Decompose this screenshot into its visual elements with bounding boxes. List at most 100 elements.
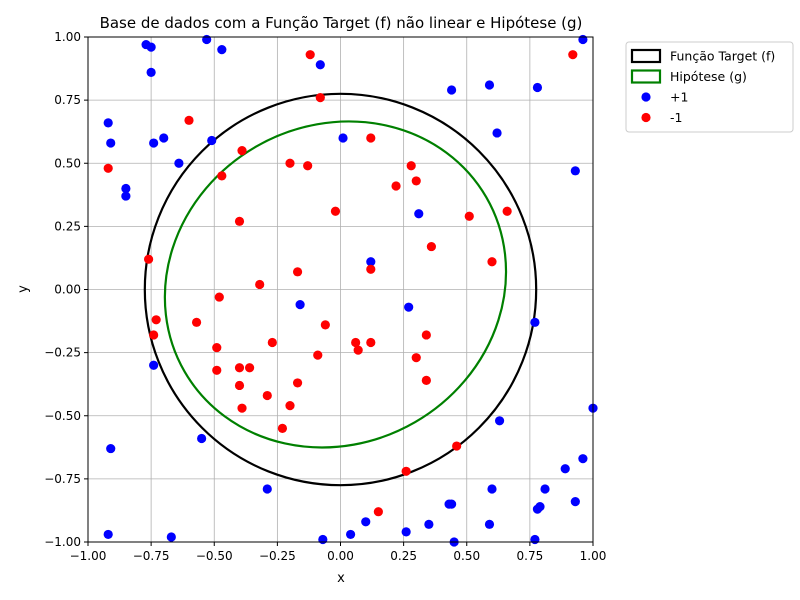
point-negative (191, 317, 202, 327)
x-tick-label: 0.25 (390, 549, 417, 563)
point-positive (414, 209, 424, 219)
point-negative (373, 507, 383, 517)
x-tick-label: −0.50 (196, 549, 233, 563)
point-positive (361, 517, 371, 527)
point-positive (401, 527, 411, 537)
legend-swatch (630, 48, 662, 64)
y-tick-label: 1.00 (54, 30, 81, 44)
point-negative (313, 350, 323, 360)
point-negative (217, 171, 227, 181)
point-negative (267, 337, 277, 348)
legend-swatch (630, 69, 662, 84)
y-tick-label: 0.75 (54, 93, 81, 107)
point-positive (174, 158, 184, 168)
point-negative (212, 365, 222, 375)
point-positive (346, 529, 356, 540)
point-negative (366, 133, 376, 143)
curve-fun-o-target-f (143, 92, 538, 487)
curve-hip-tese-g (163, 120, 508, 449)
y-tick-label: 0.00 (54, 283, 81, 297)
point-positive (121, 183, 131, 194)
point-negative (237, 146, 247, 156)
point-negative (212, 342, 222, 353)
y-tick-label: −0.75 (44, 472, 81, 486)
point-positive (366, 257, 376, 267)
legend-label: Função Target (f) (670, 49, 775, 64)
x-axis-ticks: −1.00 −0.75 −0.50 −0.25 0.00 0.25 0.50 0.75 1.00 (70, 542, 607, 563)
point-positive (484, 519, 495, 529)
point-positive (560, 464, 570, 474)
point-negative (234, 216, 245, 226)
point-negative (237, 403, 247, 413)
point-positive (487, 484, 497, 494)
legend-box (625, 41, 794, 133)
point-negative (351, 337, 361, 348)
point-negative (184, 115, 194, 125)
legend-entry: Hipótese (g) (630, 69, 747, 84)
x-tick-label: 0.00 (327, 549, 354, 563)
x-tick-label: −0.25 (259, 549, 296, 563)
point-positive (149, 360, 159, 370)
point-positive (103, 118, 113, 128)
point-positive (530, 534, 540, 545)
point-negative (464, 211, 474, 221)
legend-marker (641, 112, 651, 123)
point-positive (106, 443, 116, 454)
point-negative (366, 264, 376, 274)
point-negative (315, 93, 325, 103)
point-negative (330, 206, 341, 216)
point-negative (285, 158, 295, 168)
point-positive (217, 45, 227, 55)
legend-items: Função Target (f) Hipótese (g) +1 -1 (630, 48, 775, 125)
point-positive (484, 80, 495, 90)
x-tick-label: 0.75 (517, 549, 544, 563)
point-positive (570, 166, 580, 176)
point-negative (149, 330, 159, 340)
point-negative (214, 292, 224, 302)
y-tick-label: −1.00 (44, 535, 81, 549)
point-positive (492, 128, 502, 138)
legend-entry: -1 (641, 110, 682, 125)
points (103, 34, 598, 547)
point-positive (532, 504, 543, 514)
point-positive (166, 532, 176, 542)
point-negative (277, 423, 288, 433)
point-negative (487, 257, 497, 267)
x-tick-label: −0.75 (133, 549, 170, 563)
point-negative (151, 315, 161, 325)
point-negative (234, 380, 245, 391)
y-axis-ticks: −1.00 −0.75 −0.50 −0.25 0.00 0.25 0.50 0.75 1.00 (44, 30, 88, 549)
point-positive (121, 191, 131, 201)
curves (143, 92, 538, 487)
x-tick-label: 1.00 (580, 549, 607, 563)
point-negative (421, 330, 431, 340)
point-negative (426, 241, 436, 252)
point-negative (391, 181, 401, 191)
point-negative (411, 176, 421, 186)
point-positive (447, 85, 457, 95)
legend-label: -1 (670, 110, 682, 125)
x-tick-label: 0.50 (453, 549, 480, 563)
y-tick-label: 0.25 (54, 219, 81, 233)
point-positive (146, 42, 156, 52)
y-axis-label: y (16, 285, 31, 293)
point-positive (570, 497, 580, 507)
point-negative (262, 390, 272, 401)
point-positive (197, 433, 207, 444)
x-axis-label: x (337, 571, 345, 586)
point-negative (255, 279, 265, 290)
point-positive (338, 133, 348, 143)
point-negative (320, 320, 330, 330)
point-positive (530, 317, 540, 327)
point-negative (401, 466, 411, 476)
point-positive (447, 499, 457, 509)
point-negative (502, 206, 512, 216)
point-negative (568, 50, 578, 60)
point-negative (305, 50, 315, 60)
point-positive (202, 34, 212, 45)
point-positive (404, 302, 414, 312)
legend: Função Target (f) Hipótese (g) +1 -1 (625, 41, 794, 133)
point-positive (532, 82, 543, 93)
point-positive (103, 529, 113, 540)
